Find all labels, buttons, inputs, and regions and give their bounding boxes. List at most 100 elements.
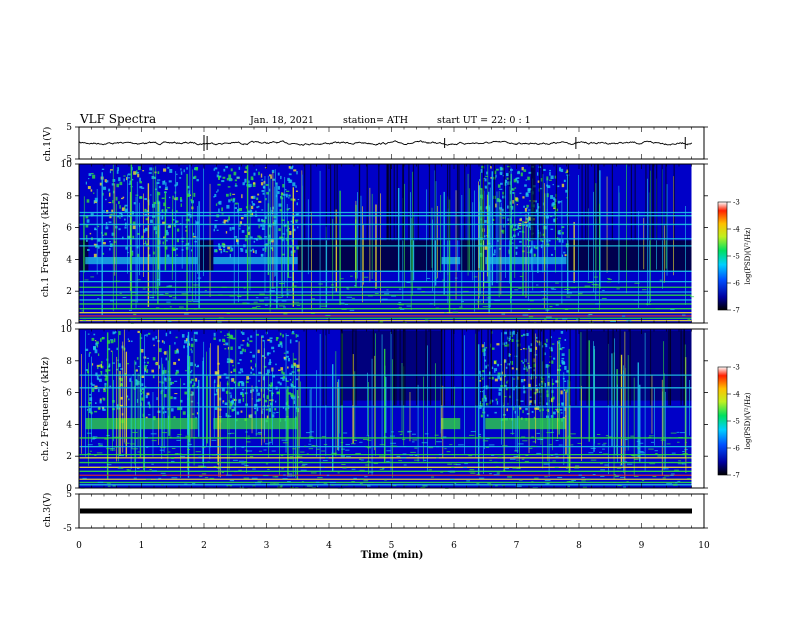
emission-speckle [483, 177, 486, 179]
emission-speckle [538, 342, 541, 346]
emission-speckle [280, 193, 284, 195]
emission-speckle [295, 190, 298, 192]
emission-speckle [521, 166, 524, 171]
y-tick-label: 5 [66, 490, 72, 500]
emission-speckle [546, 176, 549, 181]
lowfreq-speckle [677, 480, 681, 482]
emission-speckle [230, 198, 233, 201]
lowfreq-speckle [110, 308, 115, 310]
emission-speckle [110, 213, 114, 215]
emission-speckle [268, 384, 270, 387]
lowfreq-speckle [90, 276, 95, 278]
lowfreq-speckle [386, 289, 389, 291]
lowfreq-speckle [104, 438, 109, 440]
lowfreq-speckle [155, 307, 160, 309]
lowfreq-speckle [126, 469, 130, 471]
lowfreq-speckle [351, 297, 355, 299]
emission-speckle [194, 175, 197, 179]
lowfreq-speckle [171, 448, 176, 450]
emission-speckle [252, 388, 255, 392]
lowfreq-speckle [459, 306, 463, 308]
emission-speckle [155, 231, 157, 235]
emission-speckle [564, 339, 567, 341]
emission-speckle [223, 168, 226, 172]
lowfreq-speckle [440, 471, 444, 473]
emission-speckle [163, 168, 167, 172]
emission-speckle [102, 210, 105, 212]
lowfreq-speckle [390, 431, 394, 433]
lowfreq-speckle [369, 471, 374, 473]
lowfreq-speckle [410, 451, 416, 453]
emission-speckle [227, 246, 231, 250]
emission-speckle [517, 232, 519, 236]
emission-speckle [533, 400, 536, 404]
lowfreq-speckle [339, 470, 344, 472]
emission-speckle [108, 188, 111, 192]
emission-speckle [158, 365, 161, 369]
emission-speckle [260, 223, 263, 227]
lowfreq-speckle [687, 478, 691, 480]
lowfreq-speckle [359, 469, 365, 471]
emission-speckle [137, 233, 140, 235]
emission-speckle [491, 376, 494, 380]
emission-speckle [286, 350, 289, 354]
emission-speckle [251, 205, 254, 210]
colorbar-tick-label: -3 [733, 364, 740, 372]
emission-speckle [290, 365, 295, 368]
lowfreq-speckle [613, 474, 616, 476]
lowfreq-speckle [649, 463, 656, 465]
lowfreq-speckle [281, 468, 284, 470]
lowfreq-speckle [361, 484, 367, 486]
lowfreq-speckle [630, 435, 634, 437]
emission-speckle [223, 343, 225, 346]
lowfreq-speckle [287, 481, 291, 483]
emission-speckle [96, 375, 99, 380]
emission-speckle [221, 180, 225, 183]
lowfreq-speckle [255, 433, 262, 435]
emission-speckle [96, 345, 99, 348]
lowfreq-speckle [242, 302, 248, 304]
lowfreq-speckle [590, 459, 597, 461]
emission-speckle [213, 332, 216, 337]
emission-speckle [529, 396, 532, 398]
emission-speckle [173, 397, 177, 400]
emission-speckle [546, 338, 548, 343]
emission-speckle [188, 190, 191, 195]
lowfreq-speckle [247, 435, 250, 437]
emission-speckle [135, 383, 139, 386]
lowfreq-speckle [109, 300, 115, 302]
lowfreq-speckle [624, 461, 628, 463]
emission-speckle [136, 398, 139, 403]
lowfreq-speckle [379, 468, 384, 470]
emission-speckle [253, 172, 256, 176]
emission-speckle [560, 168, 564, 173]
lowfreq-speckle [171, 457, 175, 459]
x-tick-label: 7 [514, 541, 520, 551]
lowfreq-speckle [341, 308, 347, 310]
emission-speckle [280, 196, 282, 198]
lowfreq-speckle [407, 431, 411, 433]
emission-speckle [190, 348, 192, 351]
emission-speckle [154, 363, 158, 365]
lowfreq-speckle [510, 432, 515, 434]
emission-speckle [521, 360, 523, 362]
lowfreq-speckle [130, 443, 136, 445]
lowfreq-speckle [488, 444, 495, 446]
emission-speckle [282, 372, 285, 375]
emission-speckle [151, 369, 155, 373]
lowfreq-speckle [564, 308, 569, 310]
emission-speckle [275, 400, 277, 403]
emission-speckle [213, 168, 216, 171]
emission-speckle [221, 388, 225, 392]
lowfreq-speckle [87, 444, 93, 446]
lowfreq-speckle [414, 447, 418, 449]
emission-speckle [260, 182, 264, 186]
emission-speckle [256, 197, 259, 200]
emission-speckle [505, 387, 508, 391]
y-tick-label: 4 [66, 420, 72, 430]
lowfreq-speckle [476, 473, 481, 475]
lowfreq-speckle [343, 432, 348, 434]
lowfreq-speckle [600, 475, 605, 477]
lowfreq-speckle [198, 456, 202, 458]
lowfreq-speckle [555, 318, 558, 320]
